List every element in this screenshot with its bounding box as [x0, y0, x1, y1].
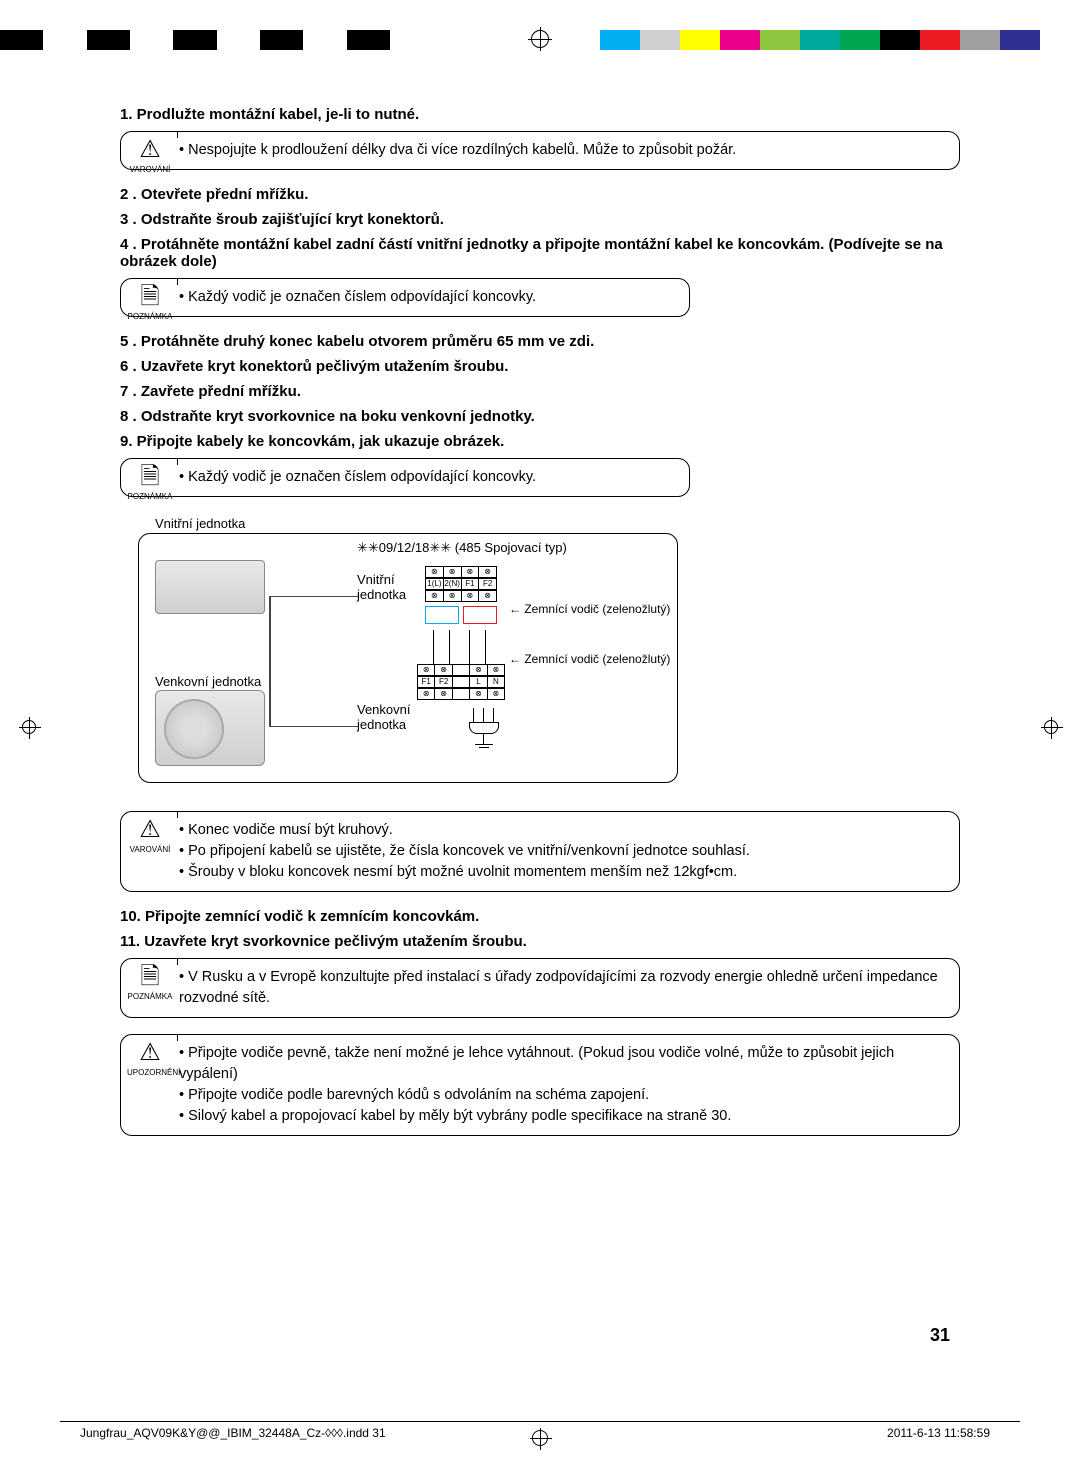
page-content: 1. Prodlužte montážní kabel, je-li to nu…	[120, 100, 960, 1152]
caution-item: Připojte vodiče pevně, takže není možné …	[179, 1043, 945, 1085]
note-text: V Rusku a v Evropě konzultujte před inst…	[179, 967, 945, 1009]
footer-timestamp: 2011-6-13 11:58:59	[887, 1426, 990, 1440]
registration-mark-top	[531, 30, 549, 48]
warning-icon: ⚠ VAROVÁNÍ	[127, 138, 173, 176]
step-1: 1. Prodlužte montážní kabel, je-li to nu…	[120, 106, 960, 123]
terminal-bot-screws2: ⊗⊗ ⊗⊗	[417, 688, 505, 700]
page-number: 31	[930, 1325, 950, 1346]
note-callout-1: 🗎 POZNÁMKA Každý vodič je označen číslem…	[120, 278, 690, 317]
outdoor-unit-label: Venkovní jednotka	[155, 674, 261, 689]
warning-text: Nespojujte k prodloužení délky dva či ví…	[179, 140, 945, 161]
step-9: 9. Připojte kabely ke koncovkám, jak uka…	[120, 433, 960, 450]
registration-mark-right	[1044, 720, 1058, 734]
note-icon: 🗎 POZNÁMKA	[127, 285, 173, 323]
warn-item: Konec vodiče musí být kruhový.	[179, 820, 945, 841]
step-6: 6 . Uzavřete kryt konektorů pečlivým uta…	[120, 358, 960, 375]
warning-callout-1: ⚠ VAROVÁNÍ Nespojujte k prodloužení délk…	[120, 131, 960, 170]
note-callout-3: 🗎 POZNÁMKA V Rusku a v Evropě konzultujt…	[120, 958, 960, 1018]
connector-type-label: ✳✳09/12/18✳✳ (485 Spojovací typ)	[357, 540, 567, 556]
step-11: 11. Uzavřete kryt svorkovnice pečlivým u…	[120, 933, 960, 950]
note-text: Každý vodič je označen číslem odpovídají…	[179, 287, 675, 308]
inner-unit-text: Vnitřní jednotka	[357, 572, 417, 602]
registration-mark-bottom	[532, 1430, 548, 1446]
warning-callout-2: ⚠ VAROVÁNÍ Konec vodiče musí být kruhový…	[120, 811, 960, 892]
ground-label-2: ← Zemnící vodič (zelenožlutý)	[509, 652, 670, 666]
wiring-diagram: Vnitřní jednotka Venkovní jednotka ✳✳09/…	[138, 533, 678, 783]
footer-filename: Jungfrau_AQV09K&Y@@_IBIM_32448A_Cz-◊◊◊.i…	[80, 1426, 386, 1440]
step-8: 8 . Odstraňte kryt svorkovnice na boku v…	[120, 408, 960, 425]
registration-mark-left	[22, 720, 36, 734]
footer-separator	[60, 1421, 1020, 1422]
note-icon: 🗎 POZNÁMKA	[127, 465, 173, 503]
terminal-top-labels: 1(L)2(N)F1F2	[425, 578, 497, 590]
note-callout-2: 🗎 POZNÁMKA Každý vodič je označen číslem…	[120, 458, 690, 497]
caution-item: Připojte vodiče podle barevných kódů s o…	[179, 1085, 945, 1106]
note-icon: 🗎 POZNÁMKA	[127, 965, 173, 1003]
step-4: 4 . Protáhněte montážní kabel zadní část…	[120, 236, 960, 270]
caution-item: Silový kabel a propojovací kabel by měly…	[179, 1106, 945, 1127]
step-7: 7 . Zavřete přední mřížku.	[120, 383, 960, 400]
step-3: 3 . Odstraňte šroub zajišťující kryt kon…	[120, 211, 960, 228]
step-10: 10. Připojte zemnící vodič k zemnícím ko…	[120, 908, 960, 925]
warn-item: Šrouby v bloku koncovek nesmí být možné …	[179, 862, 945, 883]
terminal-top-screws: ⊗⊗⊗⊗	[425, 566, 497, 578]
indoor-unit-image	[155, 560, 265, 614]
note-text: Každý vodič je označen číslem odpovídají…	[179, 467, 675, 488]
outer-unit-text: Venkovní jednotka	[357, 702, 427, 732]
warn-item: Po připojení kabelů se ujistěte, že čísl…	[179, 841, 945, 862]
warning-icon: ⚠ VAROVÁNÍ	[127, 818, 173, 856]
step-2: 2 . Otevřete přední mřížku.	[120, 186, 960, 203]
terminal-bot-labels: F1F2LN	[417, 676, 505, 688]
terminal-screws-row: ⊗⊗⊗⊗	[425, 590, 497, 602]
caution-icon: ⚠ UPOZORNĚNÍ	[127, 1041, 173, 1079]
terminal-bot-screws: ⊗⊗ ⊗⊗	[417, 664, 505, 676]
ground-label-1: ← Zemnící vodič (zelenožlutý)	[509, 602, 670, 616]
outdoor-unit-image	[155, 690, 265, 766]
caution-callout: ⚠ UPOZORNĚNÍ Připojte vodiče pevně, takž…	[120, 1034, 960, 1136]
indoor-unit-label: Vnitřní jednotka	[155, 516, 245, 531]
step-5: 5 . Protáhněte druhý konec kabelu otvore…	[120, 333, 960, 350]
